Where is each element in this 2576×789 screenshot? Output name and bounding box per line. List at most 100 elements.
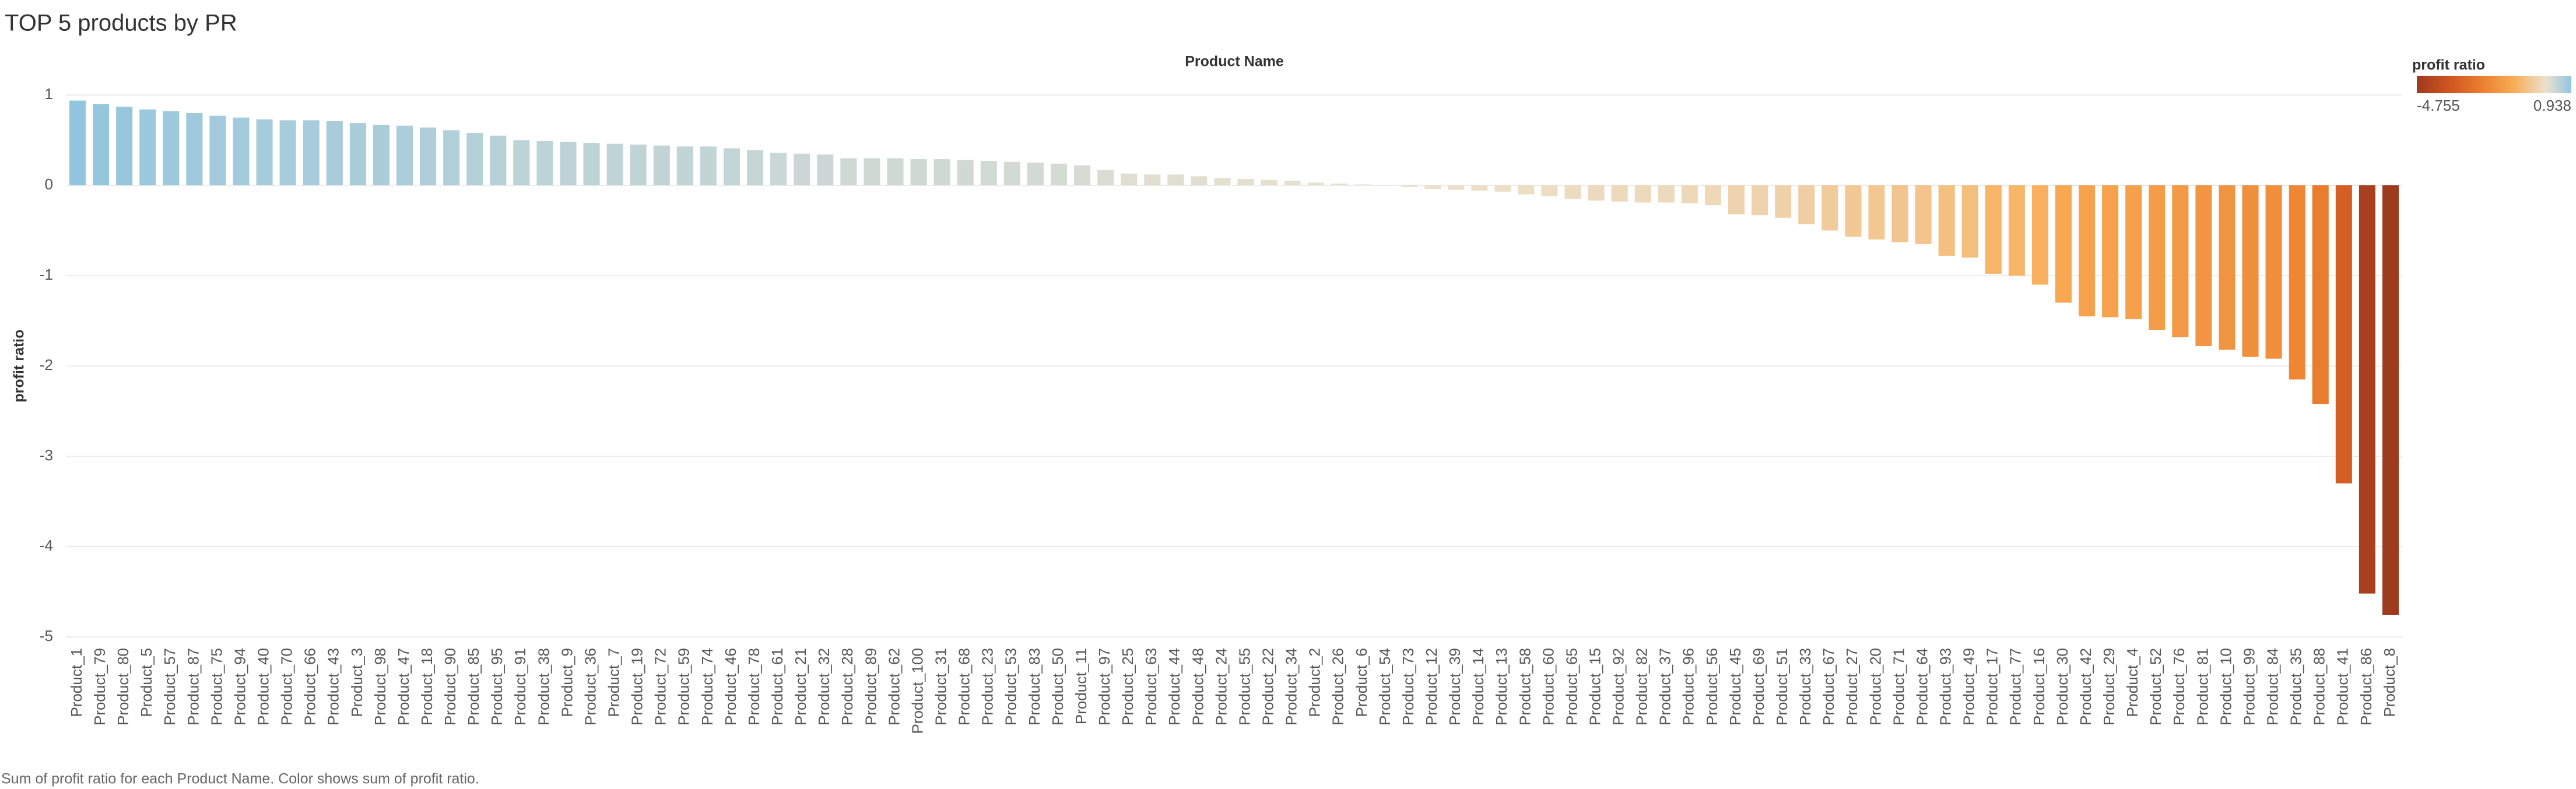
x-tick-label: Product_80 xyxy=(114,648,132,725)
x-tick-label: Product_20 xyxy=(1866,648,1884,725)
bar xyxy=(1704,185,1721,206)
x-tick-label: Product_9 xyxy=(558,648,575,717)
bar xyxy=(443,130,460,185)
x-tick-label: Product_32 xyxy=(815,648,833,725)
x-tick-label: Product_62 xyxy=(885,648,903,725)
x-tick-label: Product_63 xyxy=(1142,648,1160,725)
y-tick-label: -3 xyxy=(40,446,53,464)
bar xyxy=(2055,185,2072,303)
x-tick-label: Product_16 xyxy=(2030,648,2048,725)
x-tick-label: Product_37 xyxy=(1656,648,1674,725)
x-tick-label: Product_33 xyxy=(1796,648,1814,725)
bar xyxy=(2172,185,2189,337)
bar xyxy=(1541,185,1558,196)
bar xyxy=(770,153,787,185)
bar xyxy=(1261,179,1278,185)
x-tick-label: Product_91 xyxy=(511,648,529,725)
bar xyxy=(1167,174,1184,185)
x-tick-label: Product_24 xyxy=(1212,648,1230,725)
bar xyxy=(1961,185,1978,258)
bar xyxy=(279,120,296,185)
bar xyxy=(910,159,927,185)
bar xyxy=(1728,185,1745,214)
bar xyxy=(700,146,717,185)
x-tick-label: Product_40 xyxy=(254,648,272,725)
x-tick-label: Product_93 xyxy=(1937,648,1954,725)
x-tick-label: Product_34 xyxy=(1283,648,1300,725)
bar xyxy=(2312,185,2329,404)
y-tick-label: -1 xyxy=(40,266,53,283)
x-tick-label: Product_61 xyxy=(768,648,786,725)
x-tick-label: Product_43 xyxy=(325,648,342,725)
bar xyxy=(1003,161,1020,185)
bar xyxy=(2031,185,2048,285)
bar xyxy=(2289,185,2305,380)
bar xyxy=(2149,185,2166,330)
bar xyxy=(560,142,577,185)
bar xyxy=(2125,185,2142,319)
x-tick-label: Product_50 xyxy=(1049,648,1066,725)
x-tick-label: Product_48 xyxy=(1189,648,1206,725)
x-tick-label: Product_95 xyxy=(488,648,506,725)
bar xyxy=(1798,185,1815,224)
bar xyxy=(840,158,857,185)
bar xyxy=(817,154,834,185)
bar xyxy=(1448,185,1465,190)
bar xyxy=(536,141,553,185)
bar xyxy=(256,119,273,185)
x-tick-label: Product_53 xyxy=(1002,648,1020,725)
x-tick-label: Product_100 xyxy=(908,648,926,734)
x-tick-label: Product_68 xyxy=(956,648,973,725)
x-tick-label: Product_17 xyxy=(1984,648,2001,725)
bar xyxy=(69,100,86,185)
bar xyxy=(676,146,693,185)
bar xyxy=(1588,185,1605,201)
bar xyxy=(490,135,507,185)
bar xyxy=(1191,176,1208,185)
bar xyxy=(630,145,647,185)
y-axis-label: profit ratio xyxy=(11,330,27,403)
y-tick-label: -5 xyxy=(40,627,53,644)
x-tick-label: Product_36 xyxy=(581,648,599,725)
x-tick-label: Product_97 xyxy=(1096,648,1113,725)
x-tick-label: Product_7 xyxy=(605,648,623,717)
bar xyxy=(116,107,133,185)
x-tick-label: Product_66 xyxy=(301,648,319,725)
x-tick-label: Product_1 xyxy=(68,648,85,717)
bar xyxy=(1938,185,1955,256)
x-tick-label: Product_75 xyxy=(208,648,225,725)
x-tick-label: Product_13 xyxy=(1493,648,1510,725)
bar xyxy=(1518,185,1535,195)
x-tick-label: Product_55 xyxy=(1236,648,1253,725)
bar xyxy=(233,117,250,185)
bar xyxy=(1822,185,1838,231)
x-tick-label: Product_26 xyxy=(1329,648,1347,725)
bar xyxy=(186,113,203,185)
x-tick-label: Product_2 xyxy=(1306,648,1324,717)
bar xyxy=(2265,185,2282,359)
bar xyxy=(1424,185,1441,189)
x-tick-label: Product_35 xyxy=(2287,648,2305,725)
x-tick-label: Product_69 xyxy=(1750,648,1767,725)
bar xyxy=(747,150,764,185)
x-tick-label: Product_78 xyxy=(745,648,763,725)
bar xyxy=(326,121,343,185)
x-tick-label: Product_15 xyxy=(1586,648,1603,725)
x-tick-label: Product_73 xyxy=(1399,648,1417,725)
x-tick-label: Product_58 xyxy=(1516,648,1533,725)
x-tick-label: Product_86 xyxy=(2357,648,2375,725)
x-tick-label: Product_46 xyxy=(722,648,739,725)
x-tick-label: Product_85 xyxy=(465,648,482,725)
bar xyxy=(2008,185,2025,276)
bar xyxy=(1891,185,1908,242)
y-tick-label: -2 xyxy=(40,356,53,374)
x-tick-label: Product_76 xyxy=(2170,648,2188,725)
x-tick-label: Product_65 xyxy=(1563,648,1580,725)
x-tick-label: Product_18 xyxy=(418,648,436,725)
bar xyxy=(163,111,180,185)
bar xyxy=(723,148,740,185)
bar xyxy=(93,104,110,185)
x-tick-label: Product_44 xyxy=(1166,648,1183,725)
